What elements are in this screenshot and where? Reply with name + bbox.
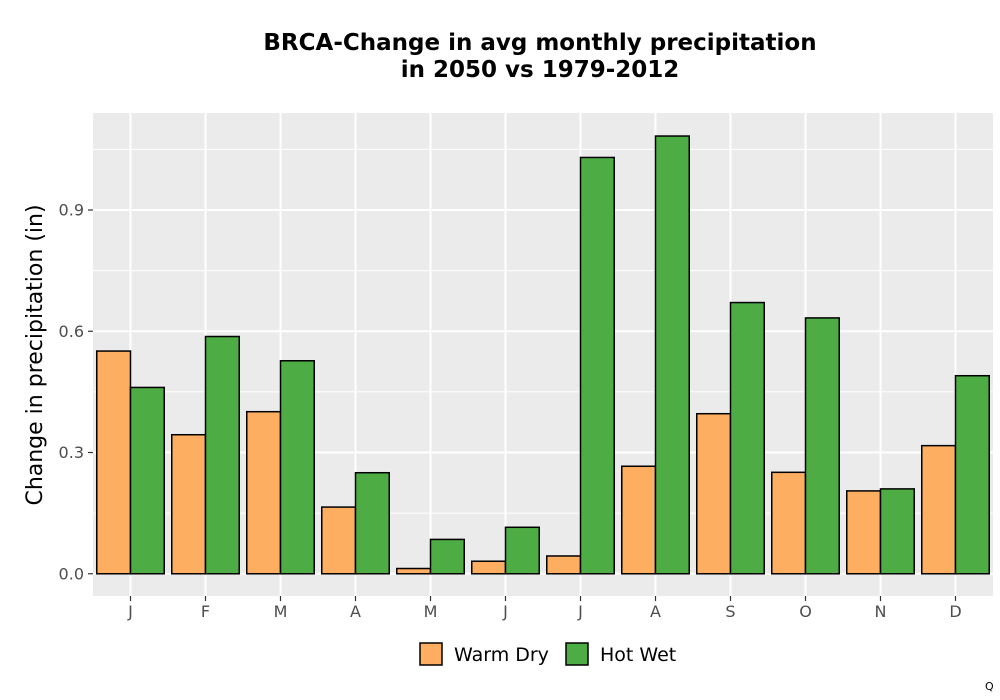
y-tick-label: 0.9 <box>59 201 84 220</box>
chart-title-line: BRCA-Change in avg monthly precipitation <box>263 30 817 56</box>
chart-title-line: in 2050 vs 1979-2012 <box>400 57 680 83</box>
bar-warm-dry <box>846 490 882 575</box>
chart-title: BRCA-Change in avg monthly precipitation… <box>90 30 990 84</box>
bar-hot-wet <box>504 526 540 575</box>
bar-hot-wet <box>129 386 165 575</box>
x-tick-label: N <box>875 602 887 621</box>
bar-hot-wet <box>429 538 465 575</box>
y-tick-label: 0.3 <box>59 443 84 462</box>
bar-hot-wet <box>804 317 840 575</box>
bar-warm-dry <box>771 471 807 575</box>
legend-label: Warm Dry <box>454 644 549 666</box>
bar-warm-dry <box>921 444 957 575</box>
y-tick-label: 0.0 <box>59 564 84 583</box>
x-tick-label: J <box>502 602 508 621</box>
y-tick-label: 0.6 <box>59 322 84 341</box>
bar-warm-dry <box>621 465 657 575</box>
corner-mark: Q <box>985 680 994 693</box>
bar-hot-wet <box>654 135 690 575</box>
x-tick-label: S <box>725 602 735 621</box>
legend-label: Hot Wet <box>600 644 676 666</box>
bar-warm-dry <box>171 433 207 575</box>
x-tick-label: J <box>127 602 133 621</box>
x-tick-label: M <box>274 602 288 621</box>
bar-hot-wet <box>879 488 915 575</box>
bar-warm-dry <box>396 567 432 575</box>
bar-hot-wet <box>279 360 315 575</box>
legend-key <box>419 642 443 666</box>
bar-warm-dry <box>246 410 282 575</box>
x-tick-label: A <box>350 602 361 621</box>
y-axis: 0.0 0.3 0.6 0.9 <box>59 201 93 583</box>
x-tick-label: M <box>424 602 438 621</box>
x-tick-label: D <box>949 602 961 621</box>
x-tick-label: O <box>799 602 812 621</box>
x-tick-label: F <box>201 602 210 621</box>
legend-key <box>565 642 589 666</box>
bar-warm-dry <box>471 560 507 575</box>
plot-panel <box>93 113 993 596</box>
bar-hot-wet <box>354 471 390 575</box>
x-tick-label: J <box>577 602 583 621</box>
bar-hot-wet <box>579 156 615 575</box>
y-axis-label: Change in precipitation (in) <box>23 204 48 505</box>
bar-hot-wet <box>204 335 240 575</box>
bar-warm-dry <box>696 412 732 575</box>
bar-warm-dry <box>546 555 582 575</box>
x-tick-label: A <box>650 602 661 621</box>
legend: Warm Dry Hot Wet <box>419 642 676 666</box>
bar-hot-wet <box>729 301 765 575</box>
bar-hot-wet <box>954 374 990 575</box>
bars <box>96 135 990 575</box>
bar-warm-dry <box>321 506 357 575</box>
bar-warm-dry <box>96 350 132 575</box>
